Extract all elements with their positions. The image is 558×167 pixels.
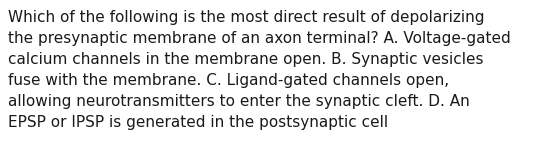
Text: Which of the following is the most direct result of depolarizing
the presynaptic: Which of the following is the most direc…	[8, 10, 511, 130]
